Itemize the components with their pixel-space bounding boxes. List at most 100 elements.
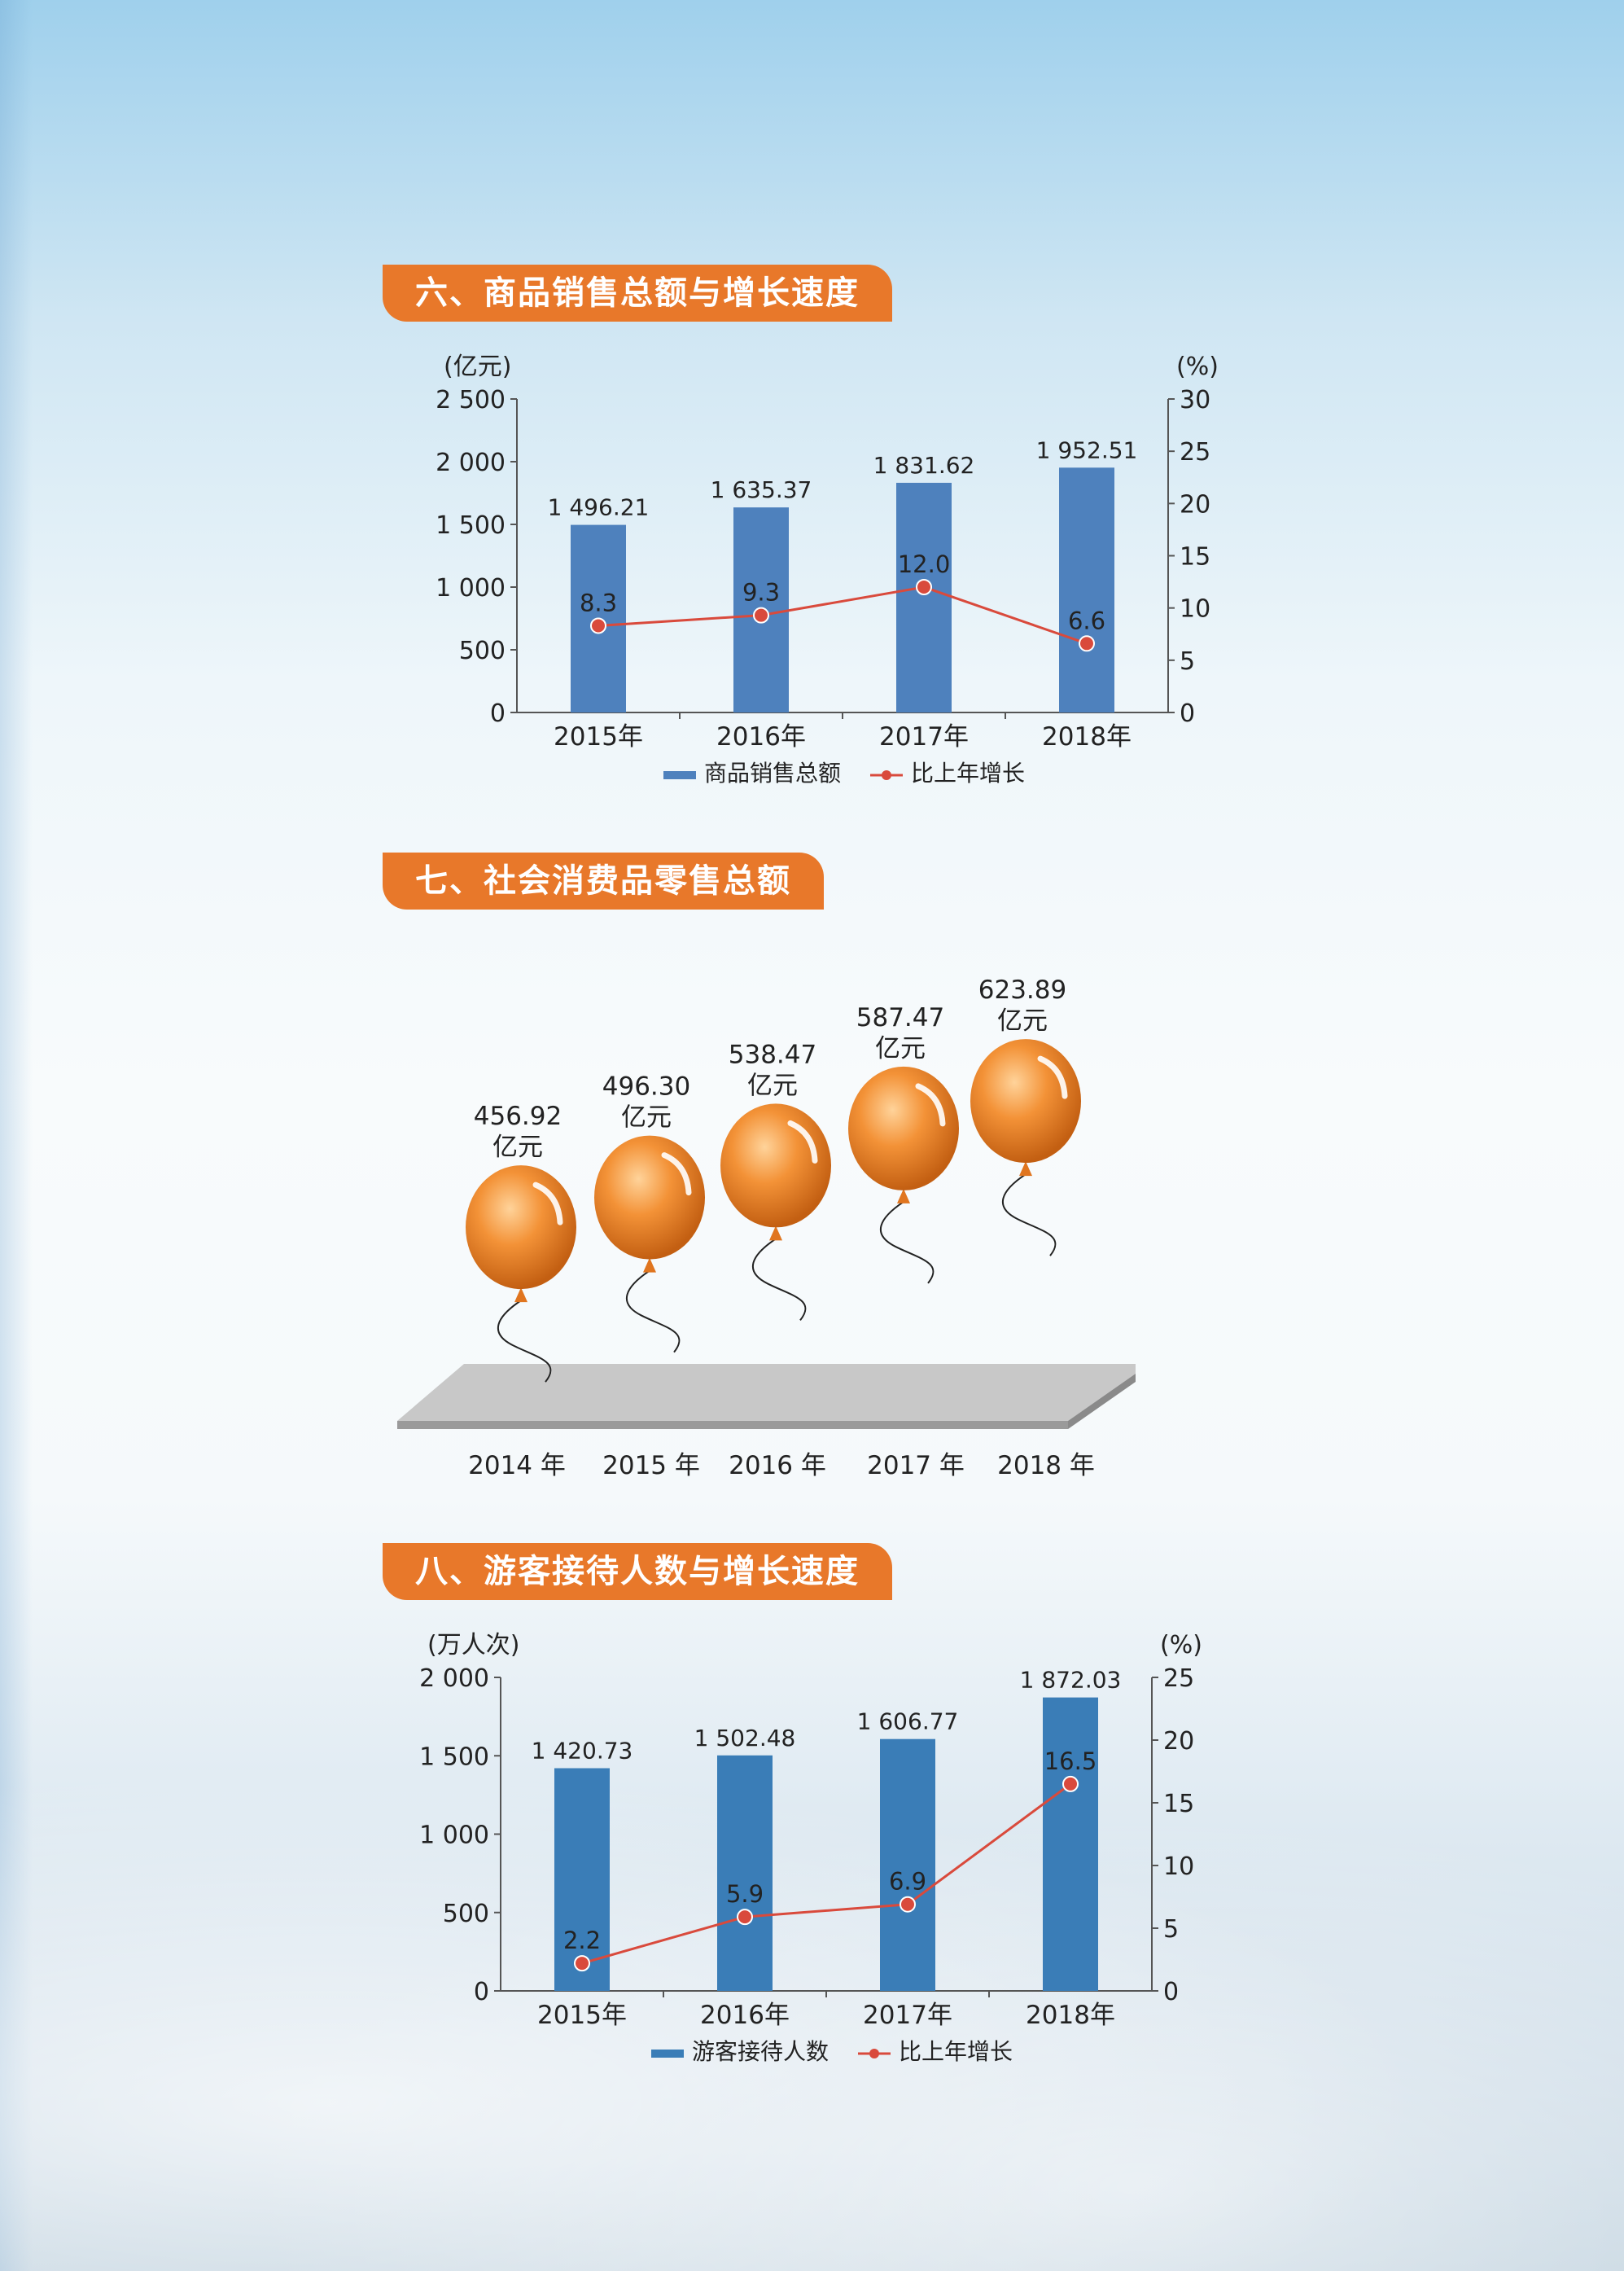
y-axis-unit-right: (%) (1176, 353, 1219, 381)
platform-front (397, 1421, 1068, 1429)
chart-sales: 0 500 1 000 1 500 2 000 2 500 0 5 10 15 20 25 30 (亿元)… (436, 353, 1219, 787)
legend-swatch-bars (663, 771, 696, 779)
y-tick-label-right: 15 (1163, 1790, 1194, 1818)
bar-value-label: 1 496.21 (548, 494, 650, 521)
balloon-body (594, 1135, 705, 1260)
balloon-string (497, 1300, 552, 1383)
balloon-knot (897, 1188, 910, 1203)
bar-value-label: 1 872.03 (1020, 1667, 1122, 1694)
growth-value-label: 8.3 (580, 589, 617, 616)
growth-point (574, 1955, 590, 1972)
y-tick-label-right: 0 (1180, 699, 1195, 728)
growth-point (737, 1909, 753, 1926)
legend-swatch-bars (651, 2050, 684, 2058)
balloon-unit-label: 亿元 (997, 1006, 1048, 1036)
x-tick-label: 2015 年 (602, 1451, 700, 1480)
bar-value-label: 1 635.37 (711, 476, 812, 503)
growth-point (916, 579, 932, 595)
balloon-unit-label: 亿元 (492, 1133, 543, 1162)
balloon-knot (769, 1225, 782, 1241)
balloon-value-label: 538.47 (729, 1040, 816, 1069)
platform-top (397, 1364, 1136, 1421)
growth-value-label: 5.9 (726, 1880, 764, 1908)
x-tick-label: 2017 年 (867, 1451, 965, 1480)
x-tick-label: 2014 年 (468, 1451, 566, 1480)
y-tick-label-right: 30 (1180, 386, 1210, 414)
balloon-highlight (915, 1083, 946, 1127)
y-tick-label-right: 5 (1180, 647, 1195, 676)
x-tick-label: 2015年 (537, 2001, 627, 2030)
balloon-unit-label: 亿元 (875, 1034, 926, 1063)
balloon (594, 1135, 705, 1353)
balloon (970, 1039, 1081, 1256)
legend-label-line: 比上年增长 (899, 2038, 1013, 2065)
bar (880, 1738, 935, 1991)
bar-value-label: 1 831.62 (873, 452, 975, 479)
growth-line (598, 585, 1088, 645)
y-tick-label-left: 2 500 (436, 386, 506, 414)
bar-value-label: 1 420.73 (532, 1738, 633, 1765)
balloon-unit-label: 亿元 (747, 1071, 798, 1100)
balloon-string (625, 1269, 681, 1353)
y-tick-label-left: 0 (490, 699, 506, 728)
y-tick-label-left: 0 (474, 1978, 489, 2006)
section-title-8: 八、游客接待人数与增长速度 (383, 1543, 892, 1600)
x-tick-label: 2018 年 (997, 1451, 1095, 1480)
balloon-knot (1019, 1161, 1032, 1177)
y-axis-unit-left: (亿元) (444, 353, 511, 381)
growth-point (753, 607, 769, 624)
bar-value-label: 1 502.48 (694, 1725, 796, 1751)
growth-value-label: 6.6 (1068, 607, 1105, 634)
legend-swatch-line-marker (869, 2049, 879, 2058)
y-tick-label-right: 10 (1180, 595, 1210, 624)
balloon-highlight (661, 1152, 692, 1196)
growth-value-label: 9.3 (742, 579, 780, 607)
legend-label-bars: 商品销售总额 (704, 760, 841, 787)
growth-point (1062, 1775, 1079, 1792)
growth-value-label: 2.2 (563, 1927, 601, 1954)
y-tick-label-right: 25 (1180, 438, 1210, 467)
y-tick-label-left: 2 000 (436, 449, 506, 477)
x-tick-label: 2015年 (554, 722, 643, 752)
y-tick-label-right: 20 (1163, 1727, 1194, 1756)
x-tick-label: 2016年 (716, 722, 806, 752)
y-axis-unit-left: (万人次) (427, 1631, 519, 1659)
y-tick-label-right: 25 (1163, 1664, 1194, 1693)
balloon (720, 1103, 831, 1322)
legend-label-line: 比上年增长 (911, 760, 1025, 787)
growth-value-label: 12.0 (898, 550, 951, 578)
balloon-value-label: 456.92 (474, 1102, 562, 1131)
growth-point (1079, 635, 1095, 652)
growth-point (900, 1896, 916, 1913)
bar (1043, 1697, 1098, 1991)
balloon-value-label: 587.47 (856, 1003, 944, 1032)
balloon-knot (643, 1257, 656, 1273)
y-tick-label-right: 5 (1163, 1915, 1179, 1944)
balloon-string (1001, 1173, 1057, 1256)
balloon-value-label: 623.89 (978, 975, 1066, 1005)
x-tick-label: 2018年 (1026, 2001, 1115, 2030)
growth-point (590, 617, 606, 634)
x-tick-label: 2017年 (879, 722, 969, 752)
bar (1059, 467, 1114, 712)
balloon-unit-label: 亿元 (621, 1103, 672, 1133)
growth-value-label: 16.5 (1044, 1747, 1097, 1775)
growth-value-label: 6.9 (889, 1868, 926, 1896)
chart-tourists: 0 500 1 000 1 500 2 000 0 5 10 15 20 25 (万人次) (%) 201… (419, 1631, 1202, 2065)
bar (896, 482, 952, 712)
y-tick-label-right: 20 (1180, 490, 1210, 519)
section-title-6: 六、商品销售总额与增长速度 (383, 265, 892, 322)
balloon-string (751, 1238, 807, 1322)
x-tick-label: 2016 年 (729, 1451, 826, 1480)
y-tick-label-left: 1 000 (419, 1822, 489, 1850)
balloon (466, 1165, 576, 1383)
growth-line (581, 1782, 1071, 1965)
section-title-7: 七、社会消费品零售总额 (383, 853, 824, 910)
balloon-body (466, 1165, 576, 1290)
platform-side (1068, 1374, 1136, 1429)
bar (554, 1768, 610, 1991)
y-tick-label-right: 15 (1180, 543, 1210, 572)
balloon-string (879, 1201, 935, 1284)
y-tick-label-left: 1 000 (436, 574, 506, 603)
